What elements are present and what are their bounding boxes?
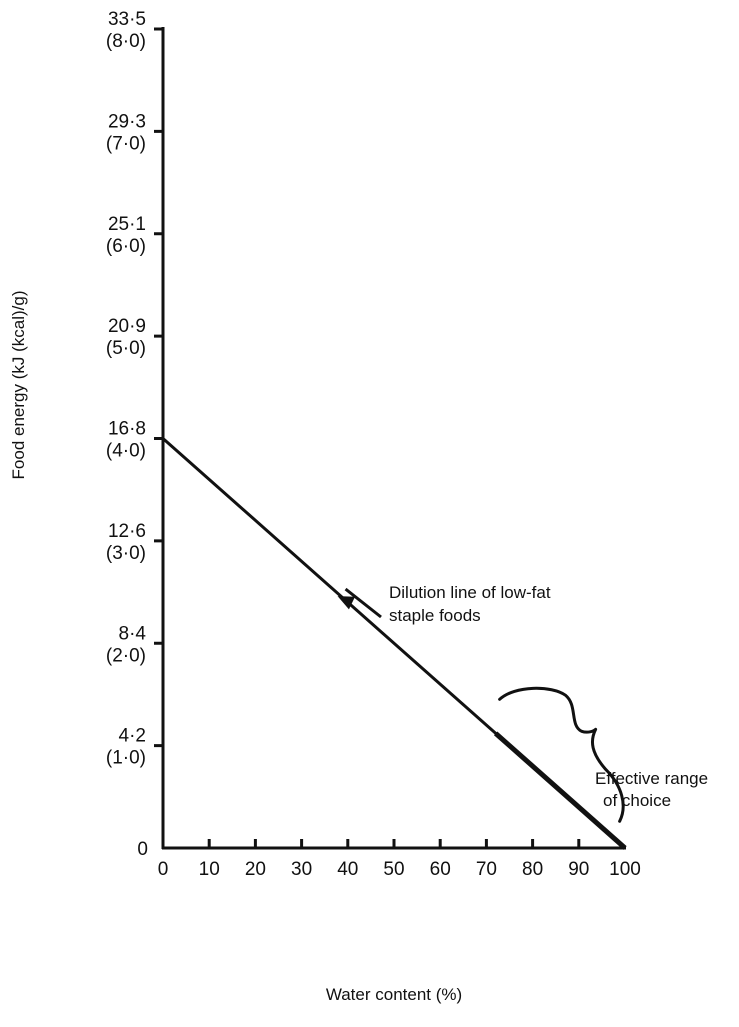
y-tick-label-kj: 12·6 (108, 521, 146, 542)
y-axis-title: Food energy (kJ (kcal)/g) (9, 291, 28, 480)
y-tick-label-kcal: (1·0) (106, 748, 146, 769)
y-tick-label-kj: 4·2 (119, 726, 146, 747)
y-tick-label-kcal: (4·0) (106, 441, 146, 462)
dilution-arrow (344, 587, 382, 619)
y-tick-label-kj: 25·1 (108, 214, 146, 235)
series-group (162, 437, 627, 850)
x-ticks: 0 10 20 30 40 50 60 70 80 90 100 (158, 839, 641, 880)
effective-range-segment (493, 731, 627, 850)
x-tick-label: 0 (158, 859, 169, 880)
x-axis: 0 10 20 30 40 50 60 70 80 90 100 (158, 839, 641, 880)
y-tick-label-kcal: (5·0) (106, 338, 146, 359)
dilution-label-line2: staple foods (389, 606, 481, 625)
y-ticks: 04·2(1·0)8·4(2·0)12·6(3·0)16·8(4·0)20·9(… (106, 9, 163, 860)
x-tick-label: 90 (568, 859, 589, 880)
x-tick-label: 100 (609, 859, 641, 880)
dilution-arrow-head (337, 596, 356, 610)
y-axis: 04·2(1·0)8·4(2·0)12·6(3·0)16·8(4·0)20·9(… (106, 9, 165, 860)
dilution-label-line1: Dilution line of low-fat (389, 583, 551, 602)
dilution-annotation: Dilution line of low-fat staple foods (337, 583, 551, 625)
x-tick-label: 30 (291, 859, 312, 880)
y-tick-label-kcal: (8·0) (106, 31, 146, 52)
y-tick-label-kcal: (6·0) (106, 236, 146, 257)
x-tick-label: 60 (430, 859, 451, 880)
effective-range-label-line1: Effective range (595, 769, 708, 788)
effective-range-annotation: Effective range of choice (498, 686, 708, 823)
x-tick-label: 20 (245, 859, 266, 880)
x-axis-title: Water content (%) (326, 985, 462, 1004)
y-tick-label-kj: 8·4 (119, 623, 147, 644)
y-tick-label-kj: 29·3 (108, 111, 146, 132)
x-tick-label: 70 (476, 859, 497, 880)
x-tick-label: 80 (522, 859, 543, 880)
y-tick-label-kcal: (3·0) (106, 543, 146, 564)
y-tick-label-kcal: (2·0) (106, 645, 146, 666)
y-tick-label-kj: 33·5 (108, 9, 146, 30)
y-tick-label-kj: 20·9 (108, 316, 146, 337)
effective-range-label-line2: of choice (603, 791, 671, 810)
x-tick-label: 10 (199, 859, 220, 880)
x-tick-label: 50 (383, 859, 404, 880)
y-tick-label-kj: 0 (137, 839, 148, 860)
x-tick-label: 40 (337, 859, 358, 880)
y-tick-label-kcal: (7·0) (106, 133, 146, 154)
effective-range-brace (498, 686, 625, 823)
y-tick-label-kj: 16·8 (108, 419, 146, 440)
